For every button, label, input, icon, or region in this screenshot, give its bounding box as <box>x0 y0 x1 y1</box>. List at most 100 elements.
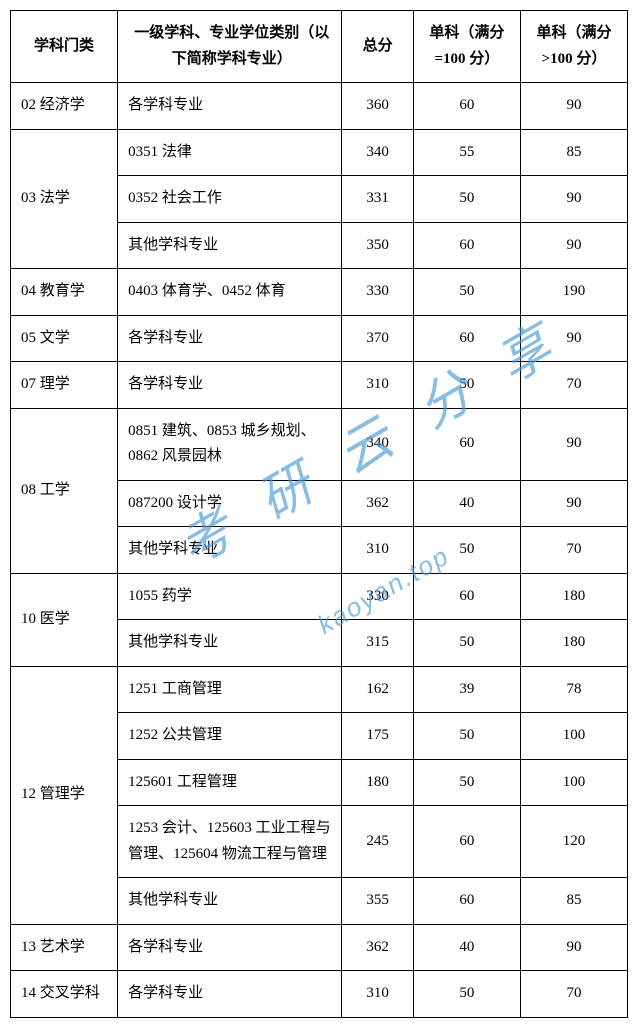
cell-subject-over-100: 100 <box>520 713 627 760</box>
cell-major: 0403 体育学、0452 体育 <box>118 269 342 316</box>
table-row: 13 艺术学各学科专业3624090 <box>11 924 628 971</box>
cell-subject-over-100: 90 <box>520 83 627 130</box>
table-row: 02 经济学各学科专业3606090 <box>11 83 628 130</box>
header-major: 一级学科、专业学位类别（以下简称学科专业） <box>118 11 342 83</box>
cell-total: 180 <box>342 759 413 806</box>
cell-subject-100: 50 <box>413 527 520 574</box>
cell-subject-over-100: 90 <box>520 315 627 362</box>
header-subject-100: 单科（满分=100 分） <box>413 11 520 83</box>
table-row: 14 交叉学科各学科专业3105070 <box>11 971 628 1018</box>
cell-subject-over-100: 100 <box>520 759 627 806</box>
cell-category: 12 管理学 <box>11 666 118 924</box>
cell-major: 各学科专业 <box>118 971 342 1018</box>
cell-total: 310 <box>342 971 413 1018</box>
header-total: 总分 <box>342 11 413 83</box>
cell-subject-over-100: 90 <box>520 222 627 269</box>
cell-category: 07 理学 <box>11 362 118 409</box>
cell-major: 1252 公共管理 <box>118 713 342 760</box>
cell-subject-100: 39 <box>413 666 520 713</box>
cell-total: 315 <box>342 620 413 667</box>
table-row: 04 教育学0403 体育学、0452 体育33050190 <box>11 269 628 316</box>
cell-subject-100: 50 <box>413 362 520 409</box>
cell-subject-over-100: 190 <box>520 269 627 316</box>
cell-total: 350 <box>342 222 413 269</box>
cell-subject-over-100: 85 <box>520 129 627 176</box>
cell-total: 245 <box>342 806 413 878</box>
cell-subject-over-100: 78 <box>520 666 627 713</box>
score-table: 学科门类 一级学科、专业学位类别（以下简称学科专业） 总分 单科（满分=100 … <box>10 10 628 1018</box>
cell-subject-100: 60 <box>413 408 520 480</box>
cell-major: 其他学科专业 <box>118 527 342 574</box>
cell-subject-100: 50 <box>413 971 520 1018</box>
cell-major: 0352 社会工作 <box>118 176 342 223</box>
cell-subject-100: 40 <box>413 924 520 971</box>
cell-subject-100: 50 <box>413 176 520 223</box>
cell-subject-100: 60 <box>413 315 520 362</box>
cell-major: 0851 建筑、0853 城乡规划、0862 风景园林 <box>118 408 342 480</box>
cell-major: 0351 法律 <box>118 129 342 176</box>
cell-subject-over-100: 70 <box>520 527 627 574</box>
header-category: 学科门类 <box>11 11 118 83</box>
cell-subject-over-100: 90 <box>520 924 627 971</box>
cell-total: 175 <box>342 713 413 760</box>
cell-subject-100: 50 <box>413 620 520 667</box>
cell-subject-over-100: 90 <box>520 408 627 480</box>
cell-subject-100: 60 <box>413 573 520 620</box>
cell-subject-over-100: 90 <box>520 480 627 527</box>
cell-total: 362 <box>342 924 413 971</box>
cell-major: 1251 工商管理 <box>118 666 342 713</box>
cell-category: 04 教育学 <box>11 269 118 316</box>
cell-major: 各学科专业 <box>118 362 342 409</box>
cell-major: 其他学科专业 <box>118 222 342 269</box>
cell-category: 08 工学 <box>11 408 118 573</box>
cell-total: 330 <box>342 269 413 316</box>
cell-major: 087200 设计学 <box>118 480 342 527</box>
cell-subject-100: 50 <box>413 269 520 316</box>
cell-subject-over-100: 70 <box>520 362 627 409</box>
cell-subject-100: 55 <box>413 129 520 176</box>
cell-major: 125601 工程管理 <box>118 759 342 806</box>
cell-major: 各学科专业 <box>118 315 342 362</box>
cell-category: 05 文学 <box>11 315 118 362</box>
cell-total: 340 <box>342 408 413 480</box>
table-row: 08 工学0851 建筑、0853 城乡规划、0862 风景园林3406090 <box>11 408 628 480</box>
table-row: 10 医学1055 药学33060180 <box>11 573 628 620</box>
cell-total: 340 <box>342 129 413 176</box>
cell-total: 330 <box>342 573 413 620</box>
cell-total: 310 <box>342 527 413 574</box>
cell-major: 1055 药学 <box>118 573 342 620</box>
cell-total: 360 <box>342 83 413 130</box>
table-row: 12 管理学1251 工商管理1623978 <box>11 666 628 713</box>
table-row: 03 法学0351 法律3405585 <box>11 129 628 176</box>
cell-major: 1253 会计、125603 工业工程与管理、125604 物流工程与管理 <box>118 806 342 878</box>
cell-total: 370 <box>342 315 413 362</box>
cell-subject-over-100: 120 <box>520 806 627 878</box>
cell-total: 310 <box>342 362 413 409</box>
cell-total: 331 <box>342 176 413 223</box>
cell-subject-over-100: 180 <box>520 573 627 620</box>
cell-subject-100: 60 <box>413 222 520 269</box>
cell-subject-100: 50 <box>413 759 520 806</box>
cell-major: 其他学科专业 <box>118 620 342 667</box>
cell-subject-100: 60 <box>413 83 520 130</box>
header-subject-over-100: 单科（满分>100 分） <box>520 11 627 83</box>
cell-major: 各学科专业 <box>118 83 342 130</box>
cell-subject-over-100: 90 <box>520 176 627 223</box>
cell-total: 362 <box>342 480 413 527</box>
cell-category: 10 医学 <box>11 573 118 666</box>
cell-category: 14 交叉学科 <box>11 971 118 1018</box>
cell-total: 162 <box>342 666 413 713</box>
table-body: 02 经济学各学科专业360609003 法学0351 法律3405585035… <box>11 83 628 1018</box>
cell-category: 03 法学 <box>11 129 118 269</box>
cell-subject-over-100: 180 <box>520 620 627 667</box>
cell-subject-over-100: 70 <box>520 971 627 1018</box>
cell-subject-100: 50 <box>413 713 520 760</box>
cell-category: 13 艺术学 <box>11 924 118 971</box>
cell-subject-100: 60 <box>413 806 520 878</box>
table-header-row: 学科门类 一级学科、专业学位类别（以下简称学科专业） 总分 单科（满分=100 … <box>11 11 628 83</box>
cell-category: 02 经济学 <box>11 83 118 130</box>
table-row: 05 文学各学科专业3706090 <box>11 315 628 362</box>
cell-subject-100: 40 <box>413 480 520 527</box>
cell-major: 各学科专业 <box>118 924 342 971</box>
table-row: 07 理学各学科专业3105070 <box>11 362 628 409</box>
